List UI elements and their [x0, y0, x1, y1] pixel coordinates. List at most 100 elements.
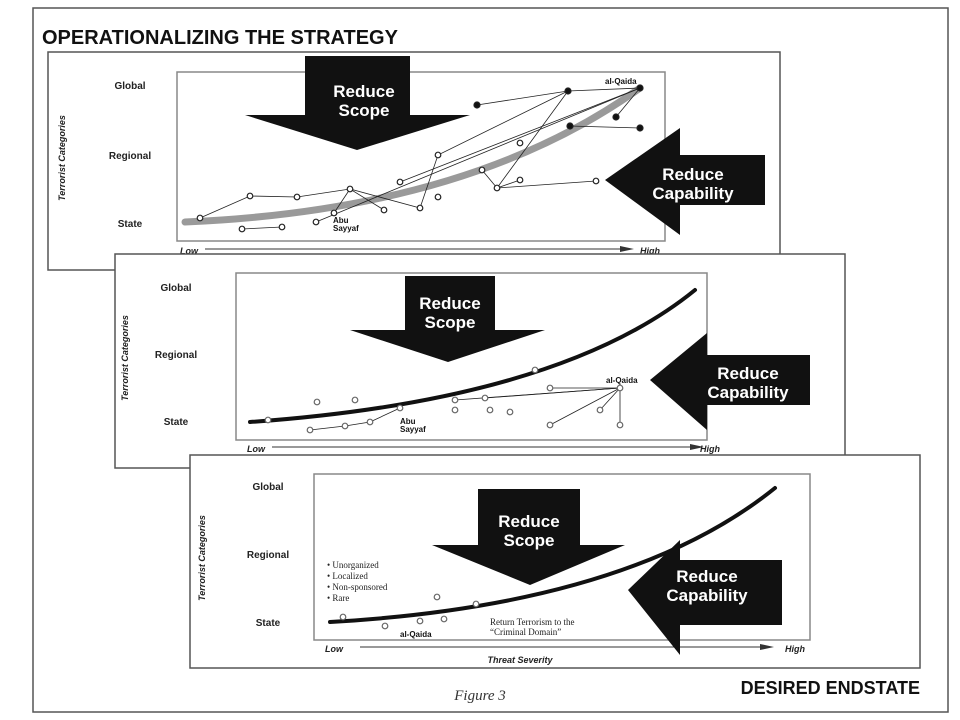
- plot-area: [313, 473, 811, 641]
- y-label-global: Global: [252, 482, 283, 493]
- group-link-line: [399, 87, 641, 183]
- terrorist-group-point: [546, 384, 554, 392]
- terrorist-group-point: [313, 398, 321, 406]
- terrorist-group-point: [341, 422, 349, 430]
- endstate-label: DESIRED ENDSTATE: [741, 678, 920, 698]
- trend-curve: [181, 84, 644, 226]
- reduce-capability-label-1: Reduce: [717, 364, 778, 383]
- y-label-regional: Regional: [109, 151, 151, 162]
- terrorist-group-point: [346, 185, 354, 193]
- terrorist-group-point: [264, 416, 272, 424]
- terrorist-group-point: [592, 177, 600, 185]
- group-link-line: [615, 87, 641, 118]
- y-axis-title: Terrorist Categories: [197, 515, 207, 601]
- terrorist-group-point: [380, 206, 388, 214]
- abu-sayyaf-label-1: Abu: [400, 417, 416, 426]
- reduce-scope-arrow: [350, 276, 545, 362]
- x-high-label: High: [785, 644, 805, 654]
- terrorist-group-point: [516, 139, 524, 147]
- group-link-line: [315, 87, 641, 223]
- x-low-label: Low: [180, 246, 199, 256]
- reduce-capability-label-2: Capability: [666, 586, 748, 605]
- terrorist-group-point: [473, 101, 481, 109]
- terrorist-group-point: [564, 87, 572, 95]
- reduce-capability-arrow: [605, 128, 765, 235]
- terrorist-group-point: [238, 225, 246, 233]
- terrorist-group-point: [616, 421, 624, 429]
- terrorist-group-point: [493, 184, 501, 192]
- terrorist-group-point: [396, 178, 404, 186]
- x-axis-arrowhead: [760, 644, 774, 650]
- terrorist-group-point: [636, 84, 644, 92]
- terrorist-group-point: [246, 192, 254, 200]
- al-qaida-label: al-Qaida: [605, 77, 637, 86]
- terrorist-group-point: [516, 176, 524, 184]
- reduce-scope-label-2: Scope: [338, 101, 389, 120]
- terrorist-group-point: [451, 406, 459, 414]
- terrorist-group-point: [478, 166, 486, 174]
- reduce-scope-arrow: [245, 56, 470, 150]
- reduce-scope-arrow: [432, 489, 625, 585]
- x-axis-arrowhead: [620, 246, 634, 252]
- terrorist-group-point: [416, 617, 424, 625]
- terrorist-group-point: [366, 418, 374, 426]
- terrorist-group-point: [330, 209, 338, 217]
- group-link-line: [241, 226, 283, 230]
- characteristic-bullet: • Non-sponsored: [327, 582, 388, 592]
- terrorist-group-point: [531, 366, 539, 374]
- reduce-capability-label-2: Capability: [652, 184, 734, 203]
- y-label-state: State: [256, 618, 281, 629]
- terrorist-group-point: [434, 193, 442, 201]
- criminal-domain-note-2: “Criminal Domain”: [490, 627, 561, 637]
- x-low-label: Low: [325, 644, 344, 654]
- reduce-capability-label-1: Reduce: [676, 567, 737, 586]
- terrorist-group-point: [339, 613, 347, 621]
- reduce-capability-arrow: [650, 333, 810, 430]
- terrorist-group-point: [566, 122, 574, 130]
- reduce-scope-label-1: Reduce: [333, 82, 394, 101]
- terrorist-group-point: [472, 600, 480, 608]
- y-label-global: Global: [160, 283, 191, 294]
- y-label-state: State: [164, 417, 189, 428]
- trend-curve: [248, 288, 697, 424]
- terrorist-group-point: [196, 214, 204, 222]
- outer-frame: [32, 7, 949, 713]
- y-label-state: State: [118, 219, 143, 230]
- terrorist-group-point: [440, 615, 448, 623]
- abu-sayyaf-label-2: Sayyaf: [400, 425, 426, 434]
- reduce-scope-label-2: Scope: [503, 531, 554, 550]
- y-label-regional: Regional: [247, 550, 289, 561]
- terrorist-group-point: [434, 151, 442, 159]
- reduce-capability-arrow: [628, 540, 782, 655]
- characteristic-bullet: • Localized: [327, 571, 368, 581]
- x-low-label: Low: [247, 444, 266, 454]
- abu-sayyaf-label-1: Abu: [333, 216, 349, 225]
- x-axis-title: Threat Severity: [487, 655, 553, 665]
- terrorist-group-point: [486, 406, 494, 414]
- y-axis-title: Terrorist Categories: [57, 115, 67, 201]
- al-qaida-label: al-Qaida: [400, 630, 432, 639]
- criminal-domain-note-1: Return Terrorism to the: [490, 617, 574, 627]
- terrorist-group-point: [616, 384, 624, 392]
- terrorist-group-point: [451, 396, 459, 404]
- reduce-scope-label-2: Scope: [424, 313, 475, 332]
- group-link-line: [569, 125, 641, 129]
- reduce-capability-label-1: Reduce: [662, 165, 723, 184]
- figure-title: OPERATIONALIZING THE STRATEGY: [42, 27, 399, 49]
- panel-2: Global Regional State Terrorist Categories L…: [114, 253, 846, 469]
- terrorist-group-point: [596, 406, 604, 414]
- y-label-regional: Regional: [155, 350, 197, 361]
- group-link-line: [496, 180, 597, 189]
- figure-caption: Figure 3: [453, 688, 506, 704]
- terrorist-group-point: [396, 404, 404, 412]
- y-label-global: Global: [114, 81, 145, 92]
- reduce-scope-label-1: Reduce: [498, 512, 559, 531]
- abu-sayyaf-label-2: Sayyaf: [333, 224, 359, 233]
- x-high-label: High: [640, 246, 660, 256]
- terrorist-group-point: [312, 218, 320, 226]
- terrorist-group-point: [293, 193, 301, 201]
- reduce-capability-label-2: Capability: [707, 383, 789, 402]
- al-qaida-label: al-Qaida: [606, 376, 638, 385]
- reduce-scope-label-1: Reduce: [419, 294, 480, 313]
